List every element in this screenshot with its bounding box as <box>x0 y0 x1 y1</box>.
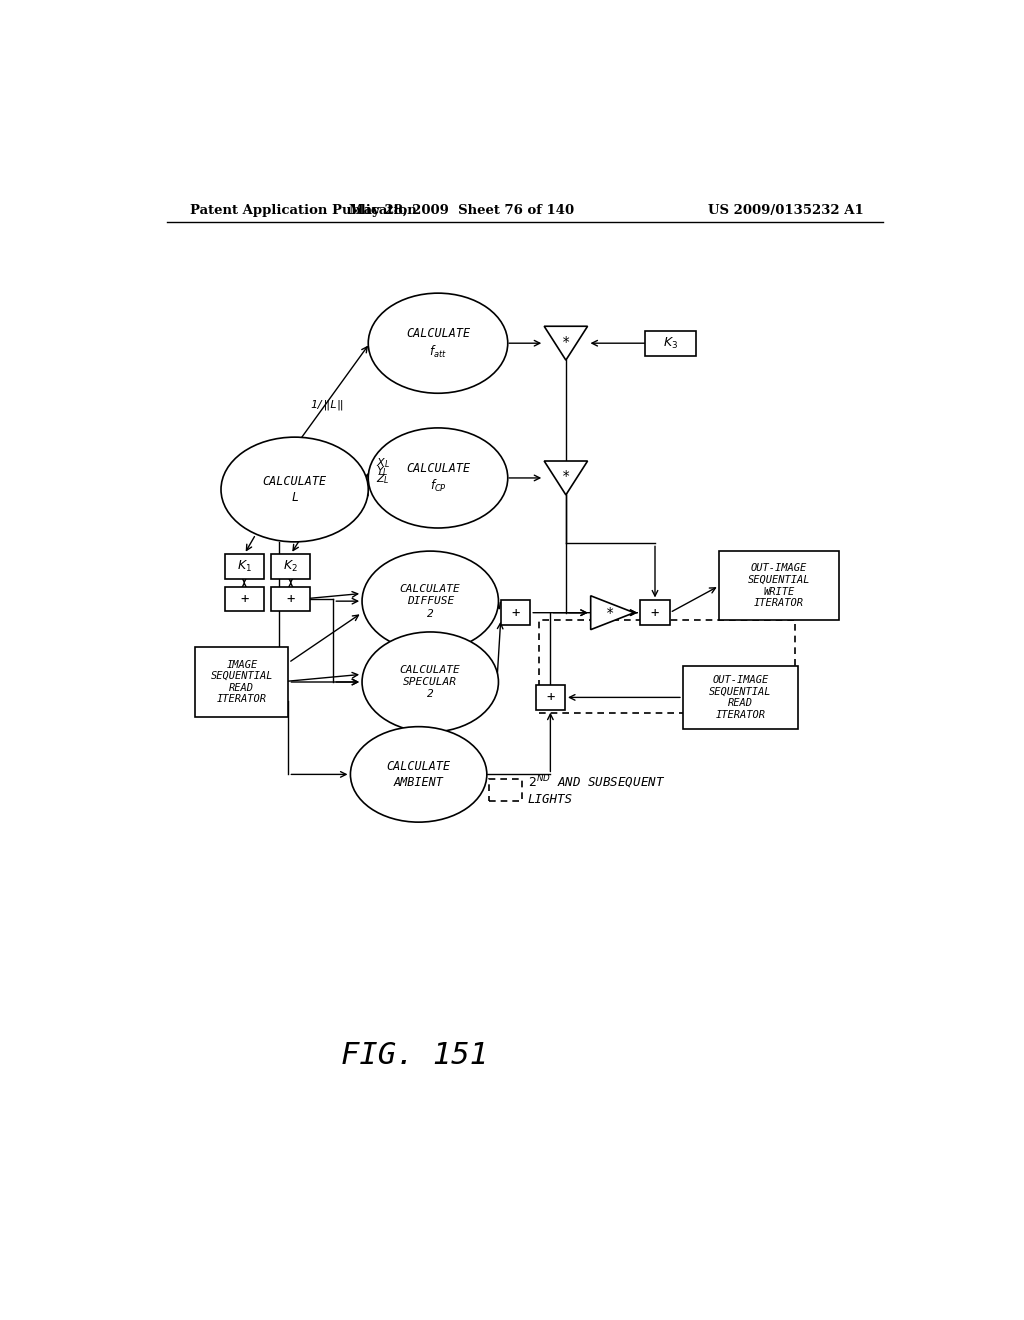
Text: $K_2$: $K_2$ <box>284 558 298 574</box>
Text: $Z_L$: $Z_L$ <box>376 471 390 486</box>
Polygon shape <box>591 595 634 630</box>
FancyBboxPatch shape <box>501 601 530 626</box>
Text: +: + <box>546 690 555 705</box>
Text: OUT-IMAGE
SEQUENTIAL
READ
ITERATOR: OUT-IMAGE SEQUENTIAL READ ITERATOR <box>709 675 771 719</box>
Text: $K_3$: $K_3$ <box>663 335 678 351</box>
FancyBboxPatch shape <box>196 647 289 717</box>
Text: +: + <box>287 591 295 606</box>
FancyBboxPatch shape <box>271 554 310 579</box>
Text: CALCULATE
DIFFUSE
2: CALCULATE DIFFUSE 2 <box>400 583 461 619</box>
Ellipse shape <box>369 293 508 393</box>
Text: $K_1$: $K_1$ <box>237 558 252 574</box>
Text: +: + <box>511 606 520 619</box>
FancyBboxPatch shape <box>645 331 695 355</box>
Text: +: + <box>240 591 249 606</box>
FancyBboxPatch shape <box>683 665 798 729</box>
Text: $X_L$: $X_L$ <box>376 457 390 470</box>
Ellipse shape <box>350 726 486 822</box>
FancyBboxPatch shape <box>536 685 565 710</box>
Text: $2^{ND}$ AND SUBSEQUENT
LIGHTS: $2^{ND}$ AND SUBSEQUENT LIGHTS <box>528 774 666 807</box>
FancyBboxPatch shape <box>225 554 263 579</box>
Polygon shape <box>544 461 588 495</box>
Text: +: + <box>651 606 659 619</box>
Ellipse shape <box>221 437 369 541</box>
Text: OUT-IMAGE
SEQUENTIAL
WRITE
ITERATOR: OUT-IMAGE SEQUENTIAL WRITE ITERATOR <box>748 564 810 609</box>
Text: May 28, 2009  Sheet 76 of 140: May 28, 2009 Sheet 76 of 140 <box>349 205 573 218</box>
Text: CALCULATE
L: CALCULATE L <box>262 475 327 504</box>
FancyBboxPatch shape <box>640 601 670 626</box>
Text: *: * <box>606 606 614 619</box>
Text: CALCULATE
$f_{CP}$: CALCULATE $f_{CP}$ <box>406 462 470 494</box>
Ellipse shape <box>362 632 499 733</box>
Text: 1/‖L‖: 1/‖L‖ <box>310 400 344 411</box>
Text: $Y_L$: $Y_L$ <box>376 465 389 478</box>
Polygon shape <box>544 326 588 360</box>
FancyBboxPatch shape <box>719 552 839 620</box>
FancyBboxPatch shape <box>271 586 310 611</box>
FancyBboxPatch shape <box>225 586 263 611</box>
Text: US 2009/0135232 A1: US 2009/0135232 A1 <box>709 205 864 218</box>
Text: Patent Application Publication: Patent Application Publication <box>190 205 417 218</box>
Text: *: * <box>562 469 570 483</box>
Text: FIG. 151: FIG. 151 <box>341 1041 488 1071</box>
Text: IMAGE
SEQUENTIAL
READ
ITERATOR: IMAGE SEQUENTIAL READ ITERATOR <box>211 660 273 705</box>
Text: CALCULATE
$f_{att}$: CALCULATE $f_{att}$ <box>406 327 470 359</box>
Text: CALCULATE
AMBIENT: CALCULATE AMBIENT <box>387 760 451 789</box>
Text: *: * <box>562 334 570 348</box>
Ellipse shape <box>369 428 508 528</box>
Ellipse shape <box>362 552 499 651</box>
Text: CALCULATE
SPECULAR
2: CALCULATE SPECULAR 2 <box>400 664 461 700</box>
